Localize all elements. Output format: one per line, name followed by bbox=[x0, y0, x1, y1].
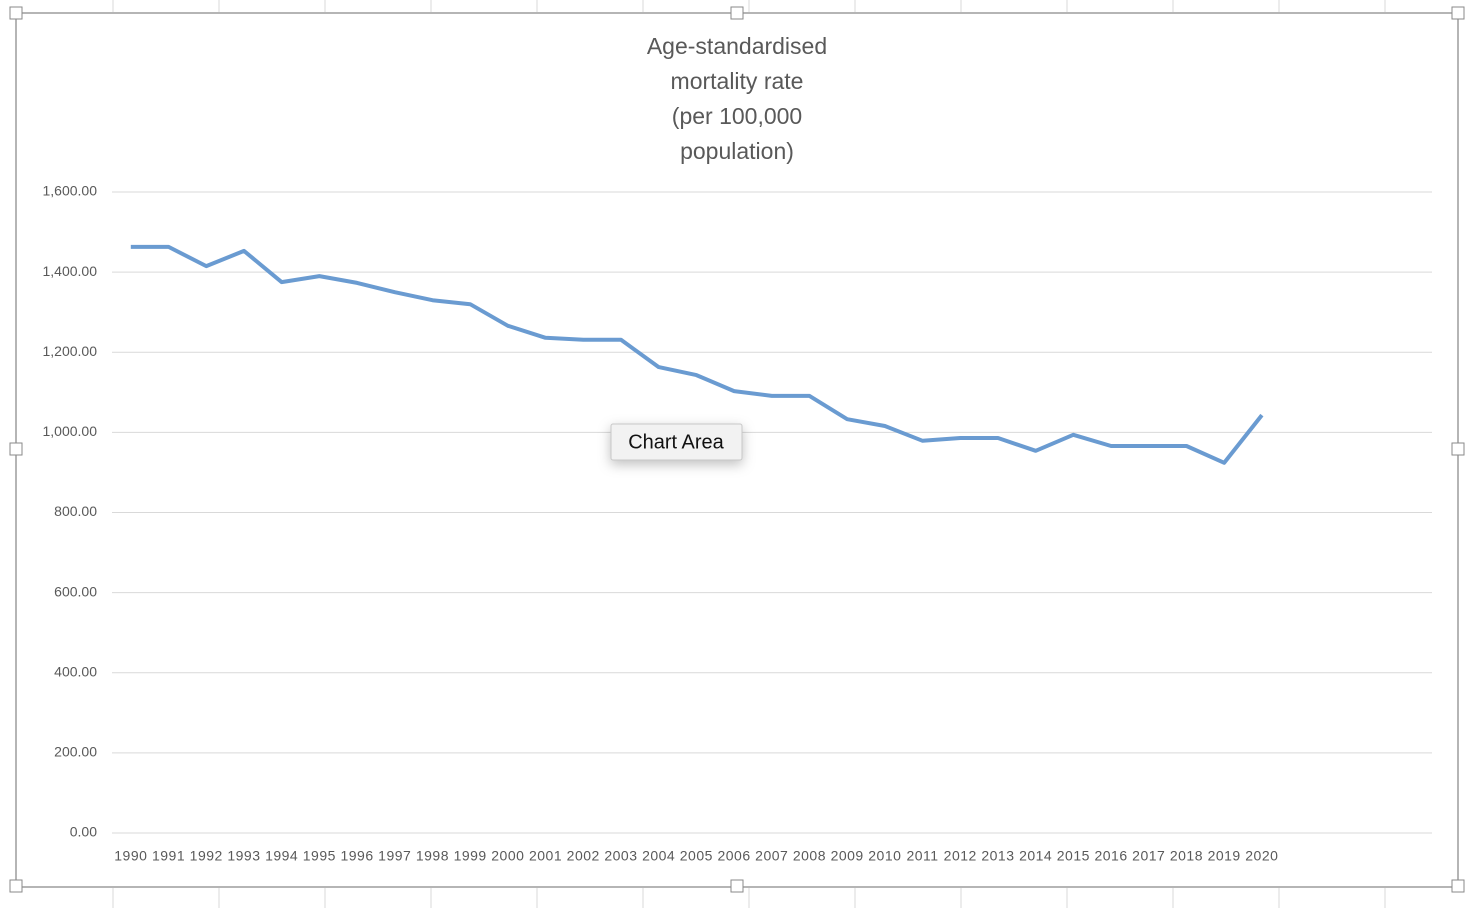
chart-title-line: Age-standardised bbox=[647, 33, 827, 59]
y-tick-label: 1,400.00 bbox=[43, 263, 98, 279]
y-tick-label: 200.00 bbox=[54, 744, 97, 760]
x-tick-label: 1995 bbox=[303, 848, 336, 864]
y-tick-label: 1,600.00 bbox=[43, 183, 98, 199]
chart-title: Age-standardised mortality rate (per 100,0… bbox=[647, 33, 827, 164]
x-tick-label: 1998 bbox=[416, 848, 449, 864]
x-tick-label: 1991 bbox=[152, 848, 185, 864]
x-tick-label: 2009 bbox=[831, 848, 864, 864]
y-tick-label: 800.00 bbox=[54, 503, 97, 519]
x-tick-label: 2001 bbox=[529, 848, 562, 864]
y-tick-label: 1,000.00 bbox=[43, 423, 98, 439]
x-tick-label: 1996 bbox=[340, 848, 373, 864]
x-tick-label: 2020 bbox=[1245, 848, 1278, 864]
y-tick-label: 600.00 bbox=[54, 583, 97, 599]
plot: 0.00 200.00 400.00 600.00 800.00 1,000.00 1,20… bbox=[43, 183, 1432, 864]
y-tick-label: 0.00 bbox=[70, 824, 97, 840]
x-tick-label: 2004 bbox=[642, 848, 675, 864]
x-tick-label: 2015 bbox=[1057, 848, 1090, 864]
x-tick-label: 2017 bbox=[1132, 848, 1165, 864]
x-tick-label: 1997 bbox=[378, 848, 411, 864]
x-tick-label: 2012 bbox=[944, 848, 977, 864]
chart-title-line: mortality rate bbox=[671, 68, 804, 94]
y-tick-label: 1,200.00 bbox=[43, 343, 98, 359]
x-tick-label: 2003 bbox=[604, 848, 637, 864]
x-tick-label: 1990 bbox=[114, 848, 147, 864]
chart-title-line: (per 100,000 bbox=[672, 103, 802, 129]
x-tick-label: 2016 bbox=[1094, 848, 1127, 864]
x-tick-label: 1993 bbox=[227, 848, 260, 864]
tooltip-box bbox=[610, 423, 743, 461]
x-tick-label: 2000 bbox=[491, 848, 524, 864]
x-tick-label: 2002 bbox=[567, 848, 600, 864]
x-tick-label: 1992 bbox=[190, 848, 223, 864]
x-tick-label: 2010 bbox=[868, 848, 901, 864]
tooltip-text: Chart Area bbox=[628, 431, 724, 453]
x-tick-label: 2011 bbox=[906, 848, 938, 864]
x-tick-label: 2008 bbox=[793, 848, 826, 864]
chart-title-line: population) bbox=[680, 138, 794, 164]
x-tick-label: 2007 bbox=[755, 848, 788, 864]
x-tick-label: 2019 bbox=[1208, 848, 1241, 864]
tooltip: Chart Area bbox=[610, 423, 743, 461]
x-tick-label: 2005 bbox=[680, 848, 713, 864]
x-tick-label: 2013 bbox=[981, 848, 1014, 864]
series-line bbox=[130, 244, 1264, 465]
x-tick-label: 1999 bbox=[454, 848, 487, 864]
x-tick-label: 2018 bbox=[1170, 848, 1203, 864]
y-tick-label: 400.00 bbox=[54, 663, 97, 679]
selection-handles bbox=[9, 6, 1465, 893]
x-tick-label: 1994 bbox=[265, 848, 298, 864]
x-tick-label: 2014 bbox=[1019, 848, 1052, 864]
x-tick-label: 2006 bbox=[717, 848, 750, 864]
